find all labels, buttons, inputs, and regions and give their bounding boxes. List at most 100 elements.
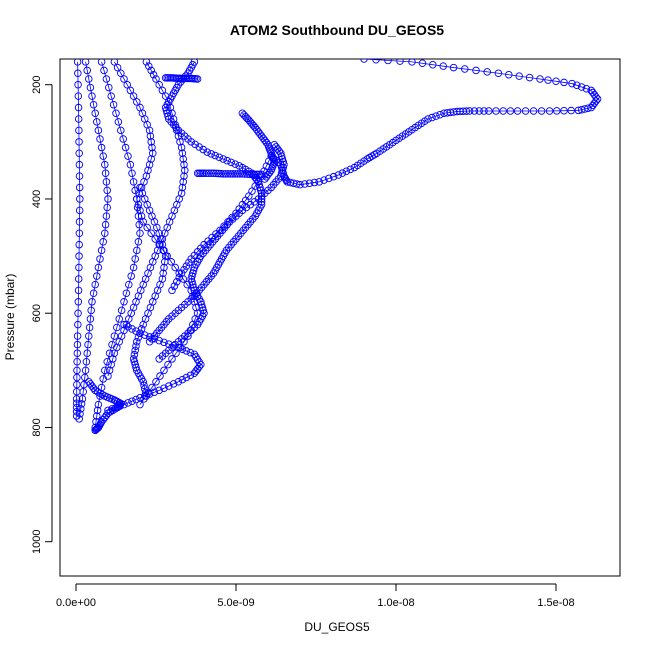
data-point <box>181 166 189 175</box>
data-point <box>209 169 218 178</box>
data-point-interp <box>279 158 287 166</box>
data-point-interp <box>277 169 286 178</box>
data-point-interp <box>109 100 118 109</box>
data-point-interp <box>134 200 143 209</box>
data-point-interp <box>262 173 271 181</box>
data-point <box>171 120 179 129</box>
data-point-interp <box>74 320 82 329</box>
data-point-interp <box>145 160 154 169</box>
data-point-interp <box>128 325 136 333</box>
data-point-interp <box>180 338 188 346</box>
data-point-interp <box>176 138 184 146</box>
data-point-interp <box>91 280 99 289</box>
data-point <box>171 263 179 272</box>
data-point <box>155 386 163 395</box>
data-point-interp <box>72 403 81 412</box>
data-point <box>200 169 208 178</box>
data-point-interp <box>130 350 139 359</box>
data-point-interp <box>72 399 81 407</box>
data-point-interp <box>338 169 347 177</box>
data-point <box>229 170 237 178</box>
data-point-interp <box>75 218 84 226</box>
data-point-interp <box>127 272 135 280</box>
data-point-interp <box>432 112 440 120</box>
data-point-interp <box>178 183 187 192</box>
data-point-interp <box>124 399 132 407</box>
data-point-interp <box>161 258 169 266</box>
data-point-interp <box>159 269 167 277</box>
data-point-interp <box>183 280 191 289</box>
data-point-interp <box>372 59 380 64</box>
data-point-interp <box>74 80 82 89</box>
data-point-interp <box>93 406 102 415</box>
x-tick-label: 5.0e-09 <box>217 597 254 609</box>
data-point-interp <box>114 118 123 126</box>
data-point-interp <box>226 170 235 178</box>
data-point <box>408 59 416 66</box>
data-point-interp <box>101 169 110 178</box>
data-point-interp <box>85 75 93 83</box>
series-11-line <box>76 61 81 417</box>
data-point-interp <box>96 135 104 143</box>
data-point-interp <box>192 303 200 312</box>
data-point <box>248 170 256 179</box>
data-point <box>120 298 128 306</box>
data-point-interp <box>180 160 188 169</box>
data-point <box>155 229 163 237</box>
data-point-interp <box>93 425 101 433</box>
data-point <box>449 63 458 72</box>
data-point-interp <box>178 345 187 353</box>
data-point-interp <box>436 110 444 119</box>
data-point <box>315 178 323 186</box>
data-point-interp <box>279 163 287 172</box>
data-point <box>440 109 448 118</box>
data-point-interp <box>75 138 83 146</box>
data-point-interp <box>537 107 546 115</box>
data-point-interp <box>207 169 215 178</box>
data-point <box>85 332 93 340</box>
data-point-interp <box>86 315 95 323</box>
data-point-interp <box>515 72 523 80</box>
data-point-interp <box>179 155 187 163</box>
data-point <box>168 355 176 363</box>
data-point-interp <box>506 107 515 115</box>
data-point-interp <box>173 126 181 135</box>
data-point-interp <box>117 306 126 315</box>
data-point-interp <box>97 143 106 152</box>
data-point-interp <box>483 68 491 76</box>
data-point-interp <box>74 275 83 283</box>
data-point-interp <box>145 62 153 70</box>
data-point <box>574 106 583 115</box>
data-point-interp <box>567 106 575 115</box>
data-point <box>139 378 147 386</box>
data-point-interp <box>231 170 239 178</box>
data-point-interp <box>310 178 319 187</box>
data-point-interp <box>278 155 287 163</box>
data-point-interp <box>103 186 111 195</box>
data-point-interp <box>105 366 114 375</box>
series-13-line <box>133 187 167 397</box>
series-7-line <box>114 61 199 405</box>
data-point <box>139 320 147 329</box>
data-point-interp <box>461 65 469 73</box>
data-point-interp <box>91 109 99 118</box>
data-point-interp <box>148 383 156 392</box>
data-point <box>110 349 119 357</box>
x-axis: 0.0e+00 5.0e-09 1.0e-08 1.5e-08 <box>56 583 575 609</box>
data-point-interp <box>212 169 220 178</box>
data-point-interp <box>179 178 187 186</box>
data-point-interp <box>73 349 82 357</box>
data-point-interp <box>505 70 513 79</box>
data-point-interp <box>215 153 223 162</box>
data-point-interp <box>150 335 159 343</box>
data-point-interp <box>205 169 213 178</box>
data-point-interp <box>165 340 173 348</box>
data-point-interp <box>188 272 196 280</box>
data-point-interp <box>147 66 155 75</box>
data-point-interp <box>132 395 140 404</box>
data-point-interp <box>84 340 92 349</box>
data-point <box>187 286 195 295</box>
data-point <box>73 366 81 375</box>
data-point-interp <box>189 266 198 275</box>
data-point-interp <box>75 252 83 260</box>
